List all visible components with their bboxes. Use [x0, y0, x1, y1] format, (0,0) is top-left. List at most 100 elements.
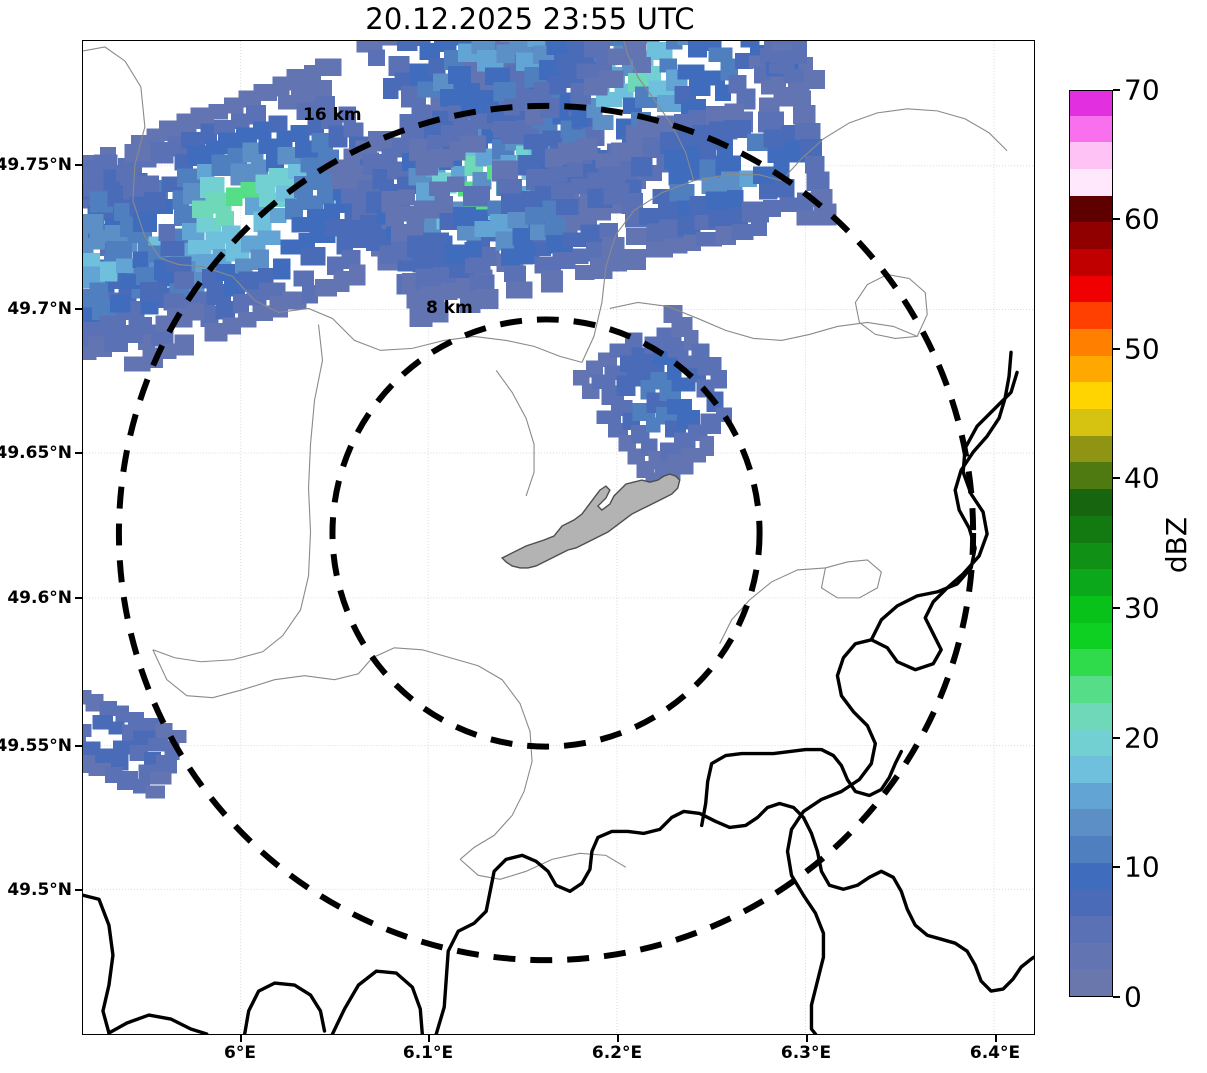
radar-echo-cell — [726, 189, 744, 208]
radar-echo-cell — [314, 58, 342, 76]
radar-echo-cell — [762, 199, 782, 217]
colorbar-band — [1070, 782, 1112, 810]
radar-echo-cell — [222, 317, 241, 335]
radar-echo-cell — [426, 135, 444, 151]
radar-echo-cell — [667, 340, 689, 358]
radar-echo-cell — [368, 49, 385, 66]
radar-echo-cell — [160, 240, 185, 256]
radar-echo-cell — [632, 56, 652, 73]
colorbar-band — [1070, 248, 1112, 276]
radar-echo-cell — [253, 211, 272, 233]
radar-echo-cell — [150, 771, 172, 785]
colorbar-tick-label: 50 — [1124, 332, 1160, 366]
radar-echo-cell — [177, 168, 204, 188]
radar-echo-cell — [664, 238, 688, 254]
x-axis-tick — [240, 1035, 242, 1042]
radar-echo-cell — [542, 200, 560, 223]
radar-echo-cell — [155, 755, 178, 774]
colorbar-tick-label: 60 — [1124, 202, 1160, 236]
radar-echo-cell — [83, 252, 100, 271]
radar-echo-cell — [115, 705, 130, 723]
radar-echo-cell — [356, 41, 383, 53]
x-axis-tick-label: 6°E — [224, 1043, 256, 1063]
radar-echo-cell — [576, 63, 601, 80]
radar-echo-cell — [89, 230, 105, 250]
colorbar-tick-label: 20 — [1124, 721, 1160, 755]
colorbar-band — [1070, 515, 1112, 543]
colorbar-tick-label: 70 — [1124, 73, 1160, 107]
radar-echo-cell — [99, 315, 122, 335]
radar-echo-cell — [108, 721, 125, 735]
radar-echo-cell — [107, 185, 128, 207]
colorbar[interactable] — [1069, 90, 1113, 997]
range-ring-8km — [329, 316, 763, 750]
radar-echo-cell — [800, 139, 823, 157]
radar-echo-cell — [371, 41, 399, 46]
radar-echo-cell — [741, 201, 769, 223]
radar-echo-cell — [411, 104, 430, 120]
radar-echo-cell — [706, 107, 730, 125]
radar-echo-cell — [145, 785, 166, 799]
radar-echo-cell — [336, 232, 353, 255]
radar-echo-cell — [657, 203, 680, 223]
radar-echo-cell — [527, 41, 546, 48]
radar-echo-cell — [705, 191, 732, 214]
radar-echo-cell — [245, 105, 267, 125]
colorbar-band — [1070, 301, 1112, 330]
radar-echo-cell — [196, 217, 222, 233]
colorbar-tick — [1113, 218, 1120, 220]
radar-echo-cell — [426, 301, 449, 323]
radar-echo-cell — [258, 138, 279, 154]
y-axis-tick — [75, 889, 82, 891]
radar-echo-cell — [186, 145, 212, 167]
radar-echo-cell — [580, 224, 605, 247]
radar-echo-cell — [720, 171, 743, 194]
radar-echo-cell — [688, 41, 707, 58]
radar-echo-cell — [621, 248, 647, 270]
radar-echo-cell — [731, 224, 754, 240]
radar-echo-cell — [409, 63, 434, 86]
radar-echo-cell — [428, 58, 446, 76]
radar-echo-cell — [215, 300, 235, 320]
radar-echo-cell — [571, 178, 588, 195]
radar-echo-cell — [472, 172, 492, 190]
radar-echo-cell — [751, 221, 767, 237]
range-ring-label-16km: 16 km — [303, 105, 362, 125]
radar-echo-cell — [740, 41, 760, 48]
radar-echo-cell — [174, 334, 195, 356]
radar-echo-cell — [147, 737, 169, 752]
radar-echo-cell — [99, 261, 118, 282]
radar-echo-cell — [180, 131, 206, 149]
radar-echo-cell — [734, 53, 753, 69]
y-axis-tick-label: 49.65°N — [0, 443, 72, 463]
radar-echo-cell — [328, 125, 348, 148]
radar-echo-cell — [464, 242, 483, 258]
radar-echo-cell — [790, 90, 811, 106]
radar-echo-cell — [625, 228, 653, 246]
colorbar-band — [1070, 862, 1112, 890]
radar-echo-cell — [506, 281, 533, 299]
radar-map-plot[interactable]: 8 km 16 km — [82, 40, 1035, 1035]
radar-echo-cell — [555, 198, 579, 216]
radar-echo-cell — [85, 693, 104, 712]
radar-echo-cell — [434, 195, 454, 215]
radar-echo-cell — [129, 744, 149, 762]
radar-echo-cell — [315, 95, 336, 115]
colorbar-band — [1070, 541, 1112, 570]
colorbar-band — [1070, 461, 1112, 490]
radar-echo-cell — [296, 195, 323, 211]
radar-echo-cell — [714, 84, 732, 102]
x-axis-tick-label: 6.2°E — [591, 1043, 643, 1063]
radar-echo-cell — [763, 129, 786, 148]
radar-echo-cell — [664, 149, 686, 170]
colorbar-tick — [1113, 607, 1120, 609]
radar-echo-cell — [708, 47, 733, 63]
radar-echo-cell — [238, 271, 263, 292]
radar-echo-cell — [759, 184, 778, 200]
colorbar-band — [1070, 275, 1112, 303]
x-axis-tick — [617, 1035, 619, 1042]
colorbar-band — [1070, 195, 1112, 223]
radar-echo-cell — [160, 343, 177, 359]
radar-echo-cell — [576, 138, 598, 160]
radar-echo-cell — [779, 197, 798, 213]
